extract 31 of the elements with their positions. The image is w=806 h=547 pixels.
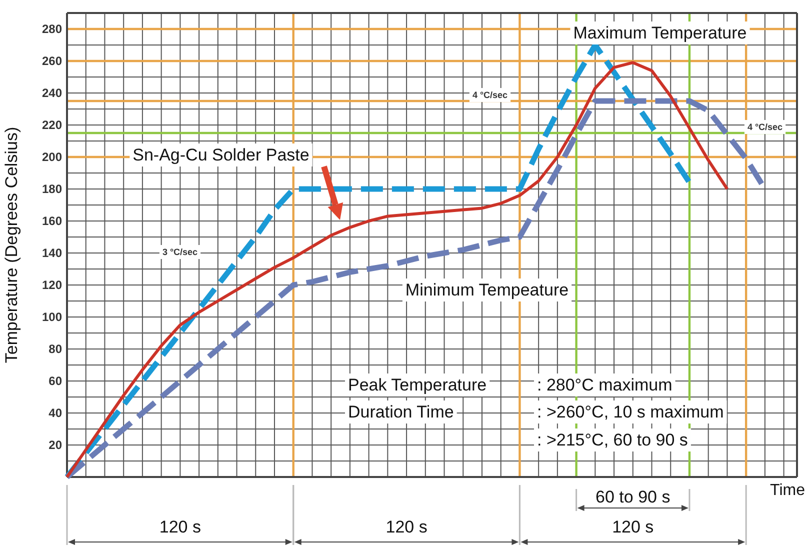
- y-tick-label: 80: [48, 342, 62, 356]
- annotation: : >260°C, 10 s maximum: [537, 402, 724, 422]
- text: 60 to 90 s: [596, 488, 670, 506]
- annotation: : 280°C maximum: [537, 376, 672, 394]
- y-axis-title: Temperature (Degrees Celsius): [2, 126, 21, 364]
- y-tick-label: 240: [42, 86, 62, 100]
- annotation: 4 °C/sec: [472, 90, 508, 100]
- annotation: 4 °C/sec: [747, 122, 783, 132]
- y-tick-label: 40: [48, 406, 62, 420]
- annotation: : >215°C, 60 to 90 s: [537, 430, 688, 450]
- y-tick-label: 260: [42, 54, 62, 68]
- x-axis-title: Time: [770, 482, 806, 499]
- y-tick-label: 20: [48, 438, 62, 452]
- y-tick-label: 180: [42, 182, 62, 196]
- y-tick-label: 120: [42, 278, 62, 292]
- y-tick-label: 160: [42, 214, 62, 228]
- annotation: Sn-Ag-Cu Solder Paste: [132, 146, 310, 164]
- y-tick-label: 200: [42, 150, 62, 164]
- y-tick-label: 100: [42, 310, 62, 324]
- y-tick-label: 60: [48, 374, 62, 388]
- y-tick-label: 220: [42, 118, 62, 132]
- text: 120 s: [612, 518, 654, 536]
- annotation: Peak Temperature: [348, 376, 487, 394]
- text: 120 s: [159, 518, 201, 536]
- annotation: Minimum Tempeature: [405, 280, 569, 300]
- annotation: 3 °C/sec: [162, 247, 198, 257]
- annotation: Duration Time: [348, 402, 454, 422]
- text: 120 s: [386, 518, 428, 536]
- y-tick-label: 140: [42, 246, 62, 260]
- annotation: Maximum Temperature: [573, 24, 747, 42]
- y-tick-label: 280: [42, 22, 62, 36]
